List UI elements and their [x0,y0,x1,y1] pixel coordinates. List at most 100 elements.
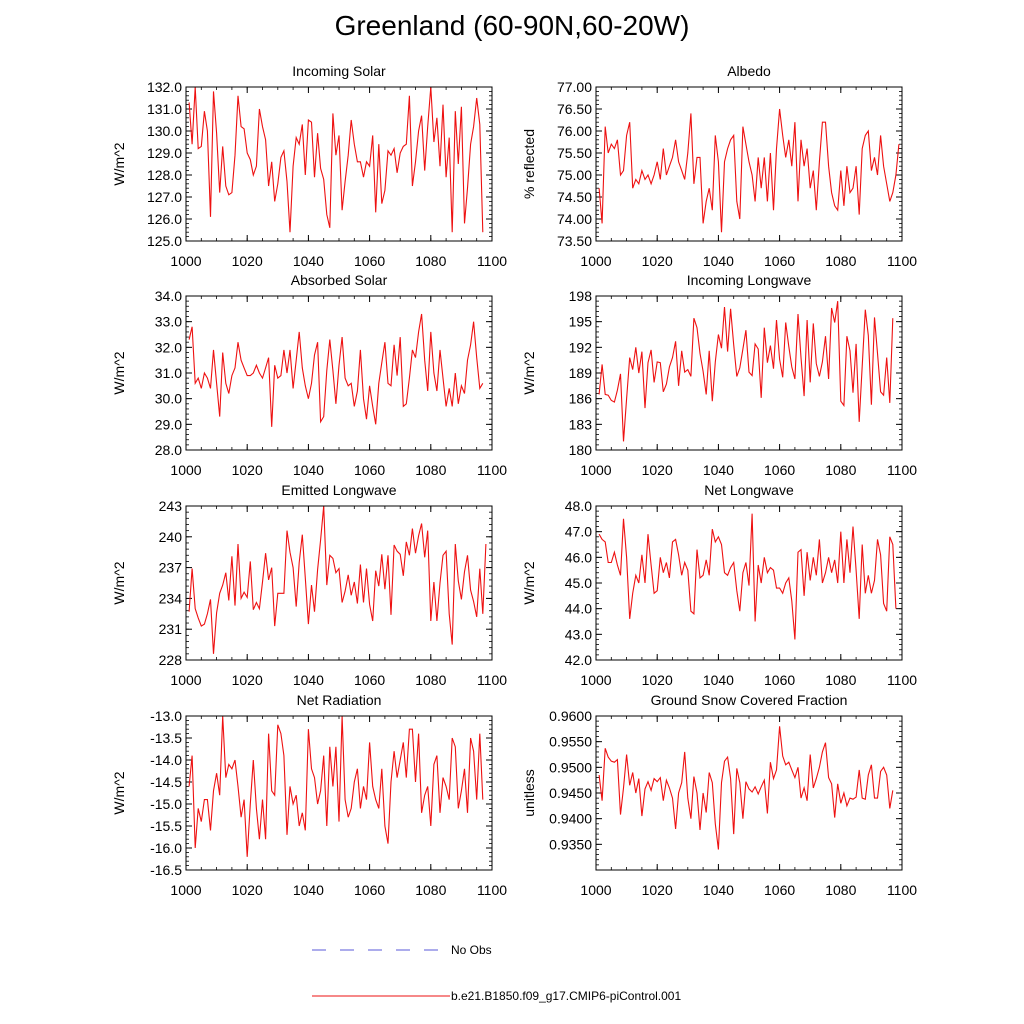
legend-label-model: b.e21.B1850.f09_g17.CMIP6-piControl.001 [451,989,681,1003]
y-tick-label: 127.0 [147,189,182,205]
x-tick-label: 1040 [703,672,734,688]
chart-title: Absorbed Solar [291,272,388,288]
y-tick-label: 76.00 [557,123,592,139]
y-tick-label: 128.0 [147,167,182,183]
x-tick-label: 1060 [354,672,385,688]
x-tick-label: 1020 [232,672,263,688]
y-tick-label: 126.0 [147,211,182,227]
y-tick-label: 186 [569,391,593,407]
y-tick-label: 0.9350 [549,836,592,852]
x-tick-label: 1020 [642,882,673,898]
y-tick-label: 231 [159,621,183,637]
series-line [598,301,894,442]
y-tick-label: 45.0 [565,575,592,591]
x-tick-label: 1040 [703,253,734,269]
x-tick-label: 1040 [703,462,734,478]
y-tick-label: 180 [569,442,593,458]
x-tick-label: 1020 [642,672,673,688]
y-tick-label: 0.9600 [549,708,592,724]
y-tick-label: 198 [569,288,593,304]
y-tick-label: 28.0 [155,442,182,458]
plot-frame [595,715,903,871]
legend-label-no-obs: No Obs [451,943,492,957]
chart-title: Albedo [727,63,771,79]
y-tick-label: 44.0 [565,601,592,617]
chart-title: Net Radiation [297,692,382,708]
x-tick-label: 1080 [415,253,446,269]
y-tick-label: 33.0 [155,314,182,330]
y-tick-label: 0.9500 [549,759,592,775]
x-tick-label: 1100 [887,672,917,688]
y-tick-label: 192 [569,339,593,355]
chart-title: Net Longwave [704,482,794,498]
y-tick-label: 237 [159,560,183,576]
x-tick-label: 1040 [293,462,324,478]
y-tick-label: 32.0 [155,339,182,355]
x-tick-label: 1080 [825,672,856,688]
x-tick-label: 1040 [293,882,324,898]
chart-title: Emitted Longwave [281,482,396,498]
y-tick-label: 46.0 [565,549,592,565]
x-tick-label: 1100 [887,882,917,898]
chart-panel-7: Net Radiation W/m^2 -16.5 -16.0 -15.5 -15.0 -1… [111,692,507,898]
x-tick-label: 1060 [764,882,795,898]
x-tick-label: 1080 [825,253,856,269]
y-tick-label: 75.50 [557,145,592,161]
x-tick-label: 1040 [293,672,324,688]
x-tick-label: 1020 [232,882,263,898]
chart-panel-1: Incoming Solar W/m^2 125.0 126.0 127.0 128.0 1… [111,63,507,269]
y-tick-label: 77.00 [557,79,592,95]
legend: No Obs b.e21.B1850.f09_g17.CMIP6-piContro… [312,943,681,1003]
x-tick-label: 1060 [354,882,385,898]
y-tick-label: 131.0 [147,101,182,117]
y-tick-label: 31.0 [155,365,182,381]
y-tick-label: 76.50 [557,101,592,117]
y-axis-label: unitless [521,769,537,816]
y-axis-label: W/m^2 [111,351,127,394]
y-tick-label: 130.0 [147,123,182,139]
series-line [598,108,900,233]
x-tick-label: 1000 [580,882,611,898]
y-tick-label: 48.0 [565,498,592,514]
plot-frame [185,86,493,242]
x-tick-label: 1040 [703,882,734,898]
y-tick-label: 0.9450 [549,785,592,801]
y-tick-label: -14.5 [150,774,182,790]
y-axis-label: W/m^2 [521,561,537,604]
series-line [188,313,484,427]
y-tick-label: -15.5 [150,818,182,834]
x-tick-label: 1000 [170,672,201,688]
x-tick-label: 1060 [354,462,385,478]
x-tick-label: 1060 [764,253,795,269]
y-tick-label: -14.0 [150,752,182,768]
x-tick-label: 1000 [580,462,611,478]
x-tick-label: 1020 [232,253,263,269]
y-tick-label: 74.00 [557,211,592,227]
chart-panel-2: Albedo % reflected 73.50 74.00 74.50 75.00 75.… [521,63,917,269]
chart-panel-4: Incoming Longwave W/m^2 180 183 186 189 192 195… [521,272,917,478]
x-tick-label: 1000 [170,462,201,478]
x-tick-label: 1000 [580,253,611,269]
y-tick-label: 29.0 [155,416,182,432]
y-tick-label: 30.0 [155,391,182,407]
plot-frame [185,505,493,661]
y-tick-label: 228 [159,652,183,668]
y-tick-label: 243 [159,498,183,514]
x-tick-label: 1080 [415,882,446,898]
y-tick-label: 75.00 [557,167,592,183]
y-tick-label: -15.0 [150,796,182,812]
x-tick-label: 1000 [170,882,201,898]
x-tick-label: 1000 [580,672,611,688]
y-tick-label: 47.0 [565,524,592,540]
x-tick-label: 1060 [764,672,795,688]
y-tick-label: 74.50 [557,189,592,205]
plot-frame [185,715,493,871]
x-tick-label: 1000 [170,253,201,269]
series-line [598,726,894,850]
plot-frame [595,86,903,242]
y-tick-label: 43.0 [565,626,592,642]
series-line [188,86,484,233]
y-tick-label: 240 [159,529,183,545]
y-tick-label: 129.0 [147,145,182,161]
x-tick-label: 1100 [477,672,507,688]
